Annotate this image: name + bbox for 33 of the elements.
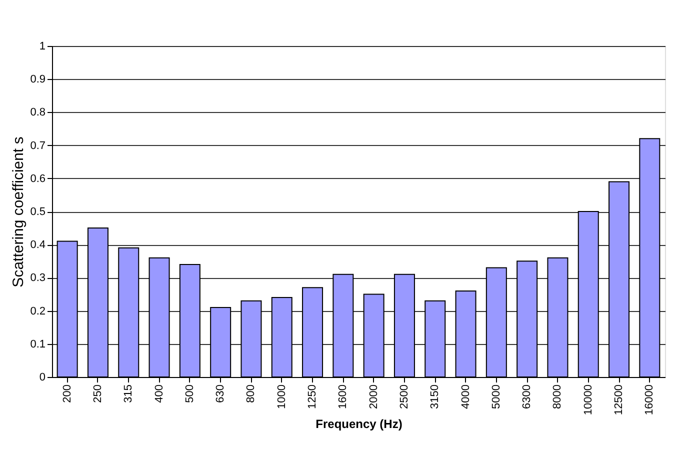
x-tick-label: 8000 <box>552 384 564 409</box>
y-tick-label: 0.6 <box>30 172 46 185</box>
x-tick-label: 1600 <box>337 384 350 409</box>
x-tick-label: 5000 <box>490 384 502 409</box>
x-tick-label: 1250 <box>306 384 319 409</box>
x-tick-label: 1000 <box>276 384 288 409</box>
x-tick-label: 16000 <box>644 384 656 416</box>
y-axis-title: Scattering coefficient s <box>10 136 28 288</box>
y-tick-label: 0.3 <box>30 272 46 284</box>
y-tick-label: 0.5 <box>30 206 46 218</box>
x-tick-label: 400 <box>153 384 166 403</box>
x-tick-label: 500 <box>184 384 196 403</box>
y-tick-label: 0.9 <box>30 74 46 86</box>
y-tick-label: 0.7 <box>30 140 46 152</box>
y-tick-label: 0 <box>39 372 46 384</box>
x-tick-label: 250 <box>92 384 104 403</box>
x-tick-label: 4000 <box>460 384 472 409</box>
y-tick-label: 0.4 <box>30 239 46 252</box>
x-axis-title: Frequency (Hz) <box>316 417 402 432</box>
x-tick-label: 3150 <box>429 384 442 409</box>
y-tick-label: 0.8 <box>30 106 46 119</box>
x-tick-label: 315 <box>122 384 135 403</box>
x-tick-label: 2500 <box>398 384 410 409</box>
x-tick-label: 630 <box>214 384 227 403</box>
y-tick-label: 0.2 <box>30 305 46 318</box>
y-tick-label: 0.1 <box>30 338 46 350</box>
x-tick-label: 2000 <box>368 384 380 409</box>
y-tick-label: 1 <box>39 40 46 52</box>
x-tick-label: 200 <box>61 384 74 403</box>
x-tick-label: 10000 <box>582 384 594 416</box>
x-tick-label: 800 <box>245 384 258 403</box>
x-tick-label: 6300 <box>521 384 534 409</box>
x-tick-label: 12500 <box>613 384 626 416</box>
